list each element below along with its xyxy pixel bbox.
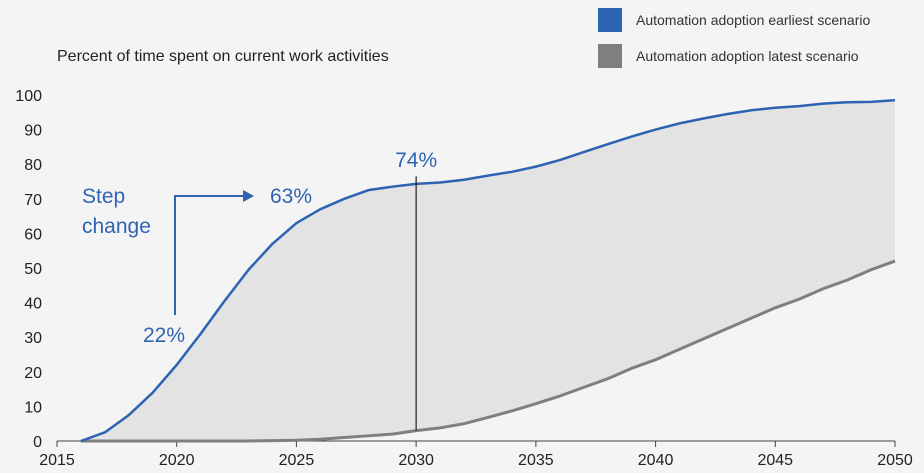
y-tick-label: 30 [24, 330, 42, 347]
step-change-arrow [174, 195, 246, 315]
legend-swatch-earliest [598, 8, 622, 32]
arrow-head [243, 190, 254, 202]
label-22-percent: 22% [143, 324, 185, 347]
chart-title: Percent of time spent on current work ac… [57, 48, 389, 65]
y-tick-label: 80 [24, 157, 42, 174]
y-tick-label: 20 [24, 365, 42, 382]
y-tick-label: 40 [24, 296, 42, 313]
step-change-label-line1: Step [82, 185, 125, 208]
y-tick-label: 90 [24, 123, 42, 140]
y-tick-label: 50 [24, 261, 42, 278]
x-tick-label: 2050 [877, 452, 913, 469]
label-63-percent: 63% [270, 185, 312, 208]
x-tick-label: 2045 [757, 452, 793, 469]
series-line-earliest [80, 98, 896, 443]
x-tick-label: 2020 [159, 452, 195, 469]
y-tick-label: 100 [15, 88, 42, 105]
legend-label-earliest: Automation adoption earliest scenario [636, 12, 871, 28]
legend-item-latest: Automation adoption latest scenario [598, 44, 870, 68]
y-tick-label: 70 [24, 192, 42, 209]
scenario-gap-area [80, 100, 895, 441]
x-tick-label: 2030 [398, 452, 434, 469]
x-tick-label: 2035 [518, 452, 554, 469]
label-74-percent: 74% [395, 149, 437, 172]
x-tick-label: 2025 [279, 452, 315, 469]
legend: Automation adoption earliest scenario Au… [598, 8, 870, 80]
x-tick-label: 2040 [638, 452, 674, 469]
legend-swatch-latest [598, 44, 622, 68]
legend-item-earliest: Automation adoption earliest scenario [598, 8, 870, 32]
legend-label-latest: Automation adoption latest scenario [636, 48, 859, 64]
x-tick-label: 2015 [39, 452, 75, 469]
step-change-label-line2: change [82, 215, 151, 238]
y-tick-label: 60 [24, 226, 42, 243]
y-tick-label: 0 [33, 434, 42, 451]
y-tick-label: 10 [24, 399, 42, 416]
series-line-latest [80, 259, 896, 443]
